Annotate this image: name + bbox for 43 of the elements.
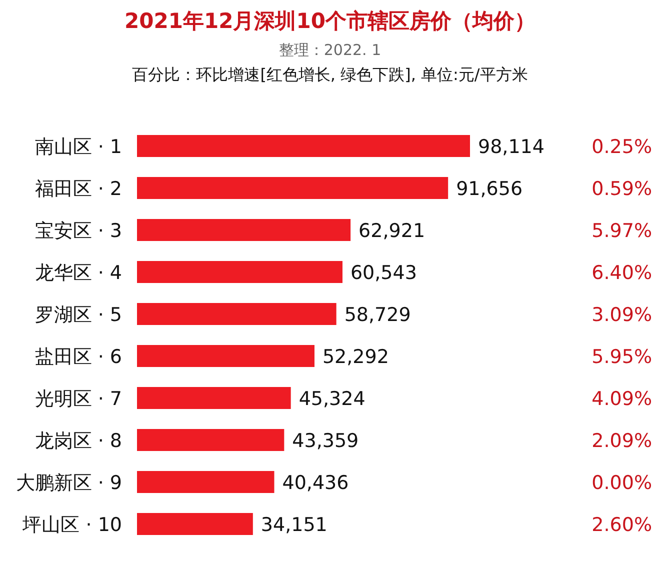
bar bbox=[137, 177, 448, 199]
bar bbox=[137, 303, 336, 325]
text: 2.60% bbox=[592, 514, 652, 536]
chart-title: 2021年12月深圳10个市辖区房价（均价） bbox=[124, 9, 536, 33]
text: 5.95% bbox=[592, 346, 652, 368]
chart-subtitle: 整理：2022. 1 bbox=[278, 41, 382, 59]
y-tick-label: 盐田区 · 6 bbox=[34, 346, 122, 368]
y-tick-label: 罗湖区 · 5 bbox=[34, 304, 122, 326]
bar bbox=[137, 513, 253, 535]
data-label: 52,292 bbox=[322, 346, 389, 368]
data-label: 98,114 bbox=[478, 136, 544, 158]
bar bbox=[137, 471, 274, 493]
data-label: 91,656 bbox=[456, 178, 523, 200]
bar bbox=[137, 135, 470, 157]
bar bbox=[137, 261, 342, 283]
bar bbox=[137, 387, 291, 409]
text: 5.97% bbox=[592, 220, 652, 242]
y-tick-label: 光明区 · 7 bbox=[34, 388, 122, 410]
bar bbox=[137, 219, 351, 241]
y-tick-label: 坪山区 · 10 bbox=[22, 514, 122, 536]
text: 4.09% bbox=[592, 388, 652, 410]
data-label: 43,359 bbox=[292, 430, 359, 452]
data-label: 58,729 bbox=[344, 304, 411, 326]
y-tick-label: 南山区 · 1 bbox=[34, 136, 122, 158]
data-label: 62,921 bbox=[358, 220, 426, 242]
text: 0.00% bbox=[592, 472, 652, 494]
text: 2.09% bbox=[592, 430, 652, 452]
text: 0.59% bbox=[592, 178, 652, 200]
data-label: 45,324 bbox=[298, 388, 366, 410]
y-tick-label: 福田区 · 2 bbox=[34, 178, 122, 200]
data-label: 60,543 bbox=[350, 262, 417, 284]
text: 百分比：环比增速[红色增长, 绿色下跌], 单位:元/平方米 bbox=[132, 65, 528, 84]
text: 0.25% bbox=[592, 136, 652, 158]
bar bbox=[137, 429, 284, 451]
y-tick-label: 大鹏新区 · 9 bbox=[16, 472, 122, 494]
text: 3.09% bbox=[592, 304, 652, 326]
text: 6.40% bbox=[592, 262, 652, 284]
y-tick-label: 宝安区 · 3 bbox=[34, 220, 122, 242]
y-tick-label: 龙岗区 · 8 bbox=[34, 430, 122, 452]
data-label: 34,151 bbox=[260, 514, 328, 536]
bar bbox=[137, 345, 314, 367]
data-label: 40,436 bbox=[282, 472, 349, 494]
y-tick-label: 龙华区 · 4 bbox=[34, 262, 122, 284]
